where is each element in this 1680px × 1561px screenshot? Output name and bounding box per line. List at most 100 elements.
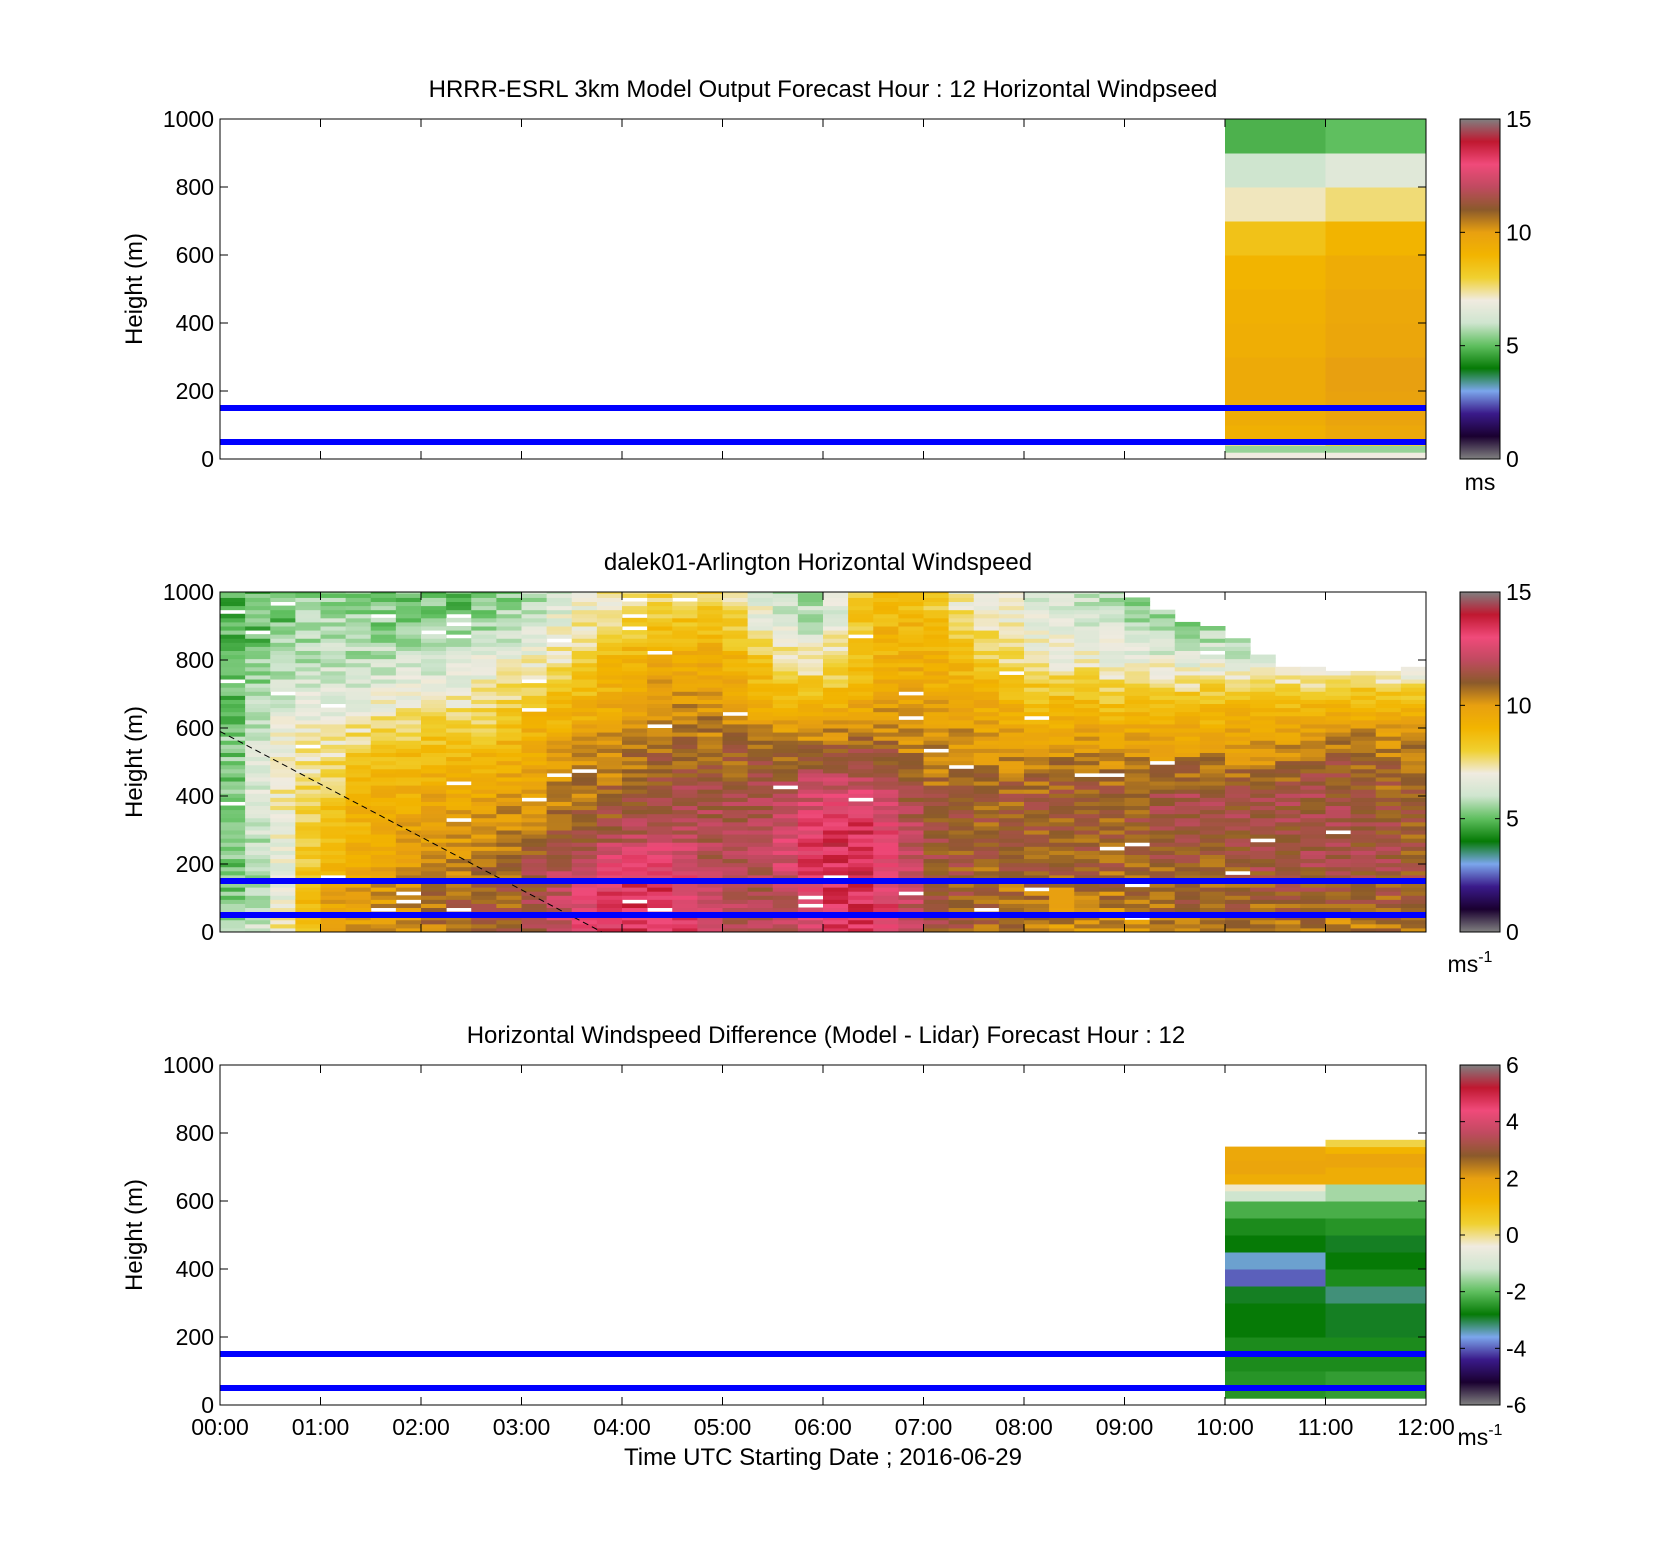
heat-cell <box>245 593 271 598</box>
heat-cell <box>345 891 372 896</box>
heat-cell <box>998 821 1025 827</box>
heat-cell <box>220 756 246 762</box>
heat-cell <box>722 597 749 603</box>
heat-cell <box>521 723 548 729</box>
heat-cell <box>898 752 924 758</box>
heat-cell <box>647 801 673 807</box>
heat-cell <box>948 854 975 860</box>
heat-cell <box>747 785 774 790</box>
heat-cell <box>1400 821 1426 827</box>
heat-cell <box>923 609 950 615</box>
heat-cell <box>1375 687 1402 692</box>
heat-cell <box>295 699 321 705</box>
heat-cell <box>1074 883 1100 888</box>
heat-cell <box>1049 846 1075 851</box>
heat-cell <box>596 830 623 835</box>
heat-cell <box>395 723 422 729</box>
heat-cell <box>245 838 271 843</box>
heat-cell <box>1099 776 1125 782</box>
heat-cell <box>1400 809 1426 815</box>
heat-cell <box>421 907 447 913</box>
heat-cell <box>496 613 522 619</box>
heat-cell <box>672 707 698 713</box>
heat-cell <box>596 687 623 692</box>
heat-cell <box>923 805 950 811</box>
heat-cell <box>546 764 573 770</box>
heat-cell <box>1024 927 1050 932</box>
heat-cell <box>923 809 950 815</box>
heat-cell <box>1099 838 1125 843</box>
heat-cell <box>923 732 950 737</box>
heat-cell <box>1124 781 1151 786</box>
heat-cell <box>1325 752 1352 758</box>
heat-cell <box>1024 613 1050 619</box>
heat-cell <box>1375 797 1402 802</box>
heat-cell <box>571 642 598 647</box>
heat-cell <box>1099 703 1125 709</box>
heat-cell <box>1199 919 1226 925</box>
heat-cell <box>1350 883 1377 888</box>
heat-cell <box>1400 927 1426 932</box>
heat-cell <box>270 650 296 656</box>
heat-cell <box>998 813 1025 819</box>
heat-cell <box>571 691 598 696</box>
heat-cell <box>596 650 623 656</box>
heat-cell <box>1400 666 1426 672</box>
heat-cell <box>1024 605 1050 611</box>
heat-cell <box>1225 683 1251 688</box>
heat-cell <box>1300 691 1326 696</box>
heat-cell <box>270 744 296 749</box>
heat-cell <box>370 592 397 594</box>
heat-cell <box>1300 850 1326 855</box>
heat-cell <box>797 736 824 741</box>
heat-cell <box>546 736 573 741</box>
heat-cell <box>647 601 673 607</box>
heat-cell <box>1149 834 1176 839</box>
heat-cell <box>873 638 899 643</box>
heat-cell <box>370 666 397 672</box>
heat-cell <box>421 597 447 603</box>
heat-cell <box>848 666 874 672</box>
heat-cell <box>1174 748 1201 753</box>
heat-cell <box>295 842 321 847</box>
heat-cell <box>697 870 723 876</box>
heat-cell <box>797 605 824 611</box>
heat-cell <box>1250 866 1276 872</box>
heat-cell <box>471 630 497 635</box>
heat-cell <box>496 703 522 709</box>
heat-cell <box>370 789 397 794</box>
heat-cell <box>220 740 246 745</box>
heat-cell <box>1225 772 1251 778</box>
heat-cell <box>471 854 497 860</box>
heat-cell <box>395 593 422 598</box>
heat-cell <box>1124 662 1151 668</box>
heat-cell <box>471 866 497 872</box>
heat-cell <box>1199 670 1226 676</box>
heat-cell <box>998 817 1025 823</box>
heat-cell <box>973 789 1000 794</box>
heat-cell <box>1099 809 1125 815</box>
heat-cell <box>1250 850 1276 855</box>
heat-cell <box>998 736 1025 741</box>
heat-cell <box>446 768 472 774</box>
heat-cell <box>1400 715 1426 721</box>
heat-cell <box>546 642 573 647</box>
heat-cell <box>647 838 673 843</box>
heat-cell <box>797 728 824 733</box>
heat-cell <box>772 666 799 672</box>
heat-cell <box>370 601 397 607</box>
heat-cell <box>245 601 271 607</box>
heat-cell <box>1275 760 1301 766</box>
heat-cell <box>747 903 774 909</box>
heat-cell <box>220 834 246 839</box>
heat-cell <box>395 748 422 753</box>
heat-cell <box>320 797 347 802</box>
heat-cell <box>1074 683 1100 688</box>
heat-cell <box>245 768 271 774</box>
heat-cell <box>873 809 899 815</box>
heat-cell <box>571 707 598 713</box>
heat-cell <box>998 662 1025 668</box>
heat-cell <box>747 891 774 896</box>
heat-cell <box>1250 760 1276 766</box>
heat-cell <box>823 907 849 913</box>
